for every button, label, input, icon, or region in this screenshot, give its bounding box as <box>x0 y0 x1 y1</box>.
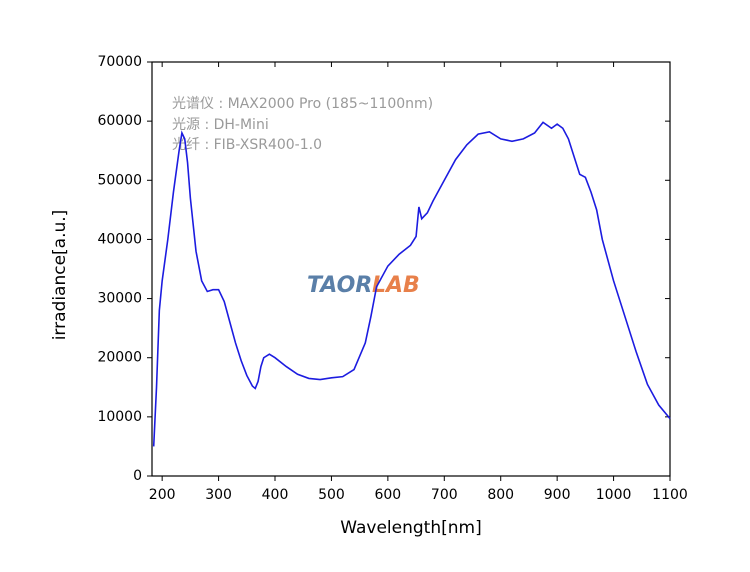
x-tick-label: 700 <box>431 487 458 503</box>
x-tick-label: 300 <box>205 487 232 503</box>
annotation: 光纤 : FIB-XSR400-1.0 <box>172 137 322 153</box>
x-tick-label: 400 <box>262 487 289 503</box>
y-tick-label: 30000 <box>97 291 142 307</box>
watermark: TAOR <box>307 273 372 298</box>
x-tick-label: 1100 <box>652 487 688 503</box>
x-tick-label: 600 <box>374 487 401 503</box>
y-tick-label: 10000 <box>97 409 142 425</box>
watermark: LAB <box>372 273 420 298</box>
x-tick-label: 800 <box>487 487 514 503</box>
y-tick-label: 50000 <box>97 172 142 188</box>
x-axis-title: Wavelength[nm] <box>340 518 481 538</box>
annotation: 光谱仪 : MAX2000 Pro (185~1100nm) <box>172 96 433 112</box>
y-tick-label: 40000 <box>97 231 142 247</box>
y-tick-label: 60000 <box>97 113 142 129</box>
x-tick-label: 900 <box>544 487 571 503</box>
y-axis-title: irradiance[a.u.] <box>50 210 70 341</box>
x-tick-label: 500 <box>318 487 345 503</box>
x-tick-label: 200 <box>149 487 176 503</box>
y-tick-label: 70000 <box>97 54 142 70</box>
plot-frame <box>151 61 671 477</box>
annotation: 光源 : DH-Mini <box>172 117 269 133</box>
y-tick-label: 0 <box>133 468 142 484</box>
spectrum-line <box>152 121 671 447</box>
y-tick-label: 20000 <box>97 350 142 366</box>
x-tick-label: 1000 <box>596 487 632 503</box>
